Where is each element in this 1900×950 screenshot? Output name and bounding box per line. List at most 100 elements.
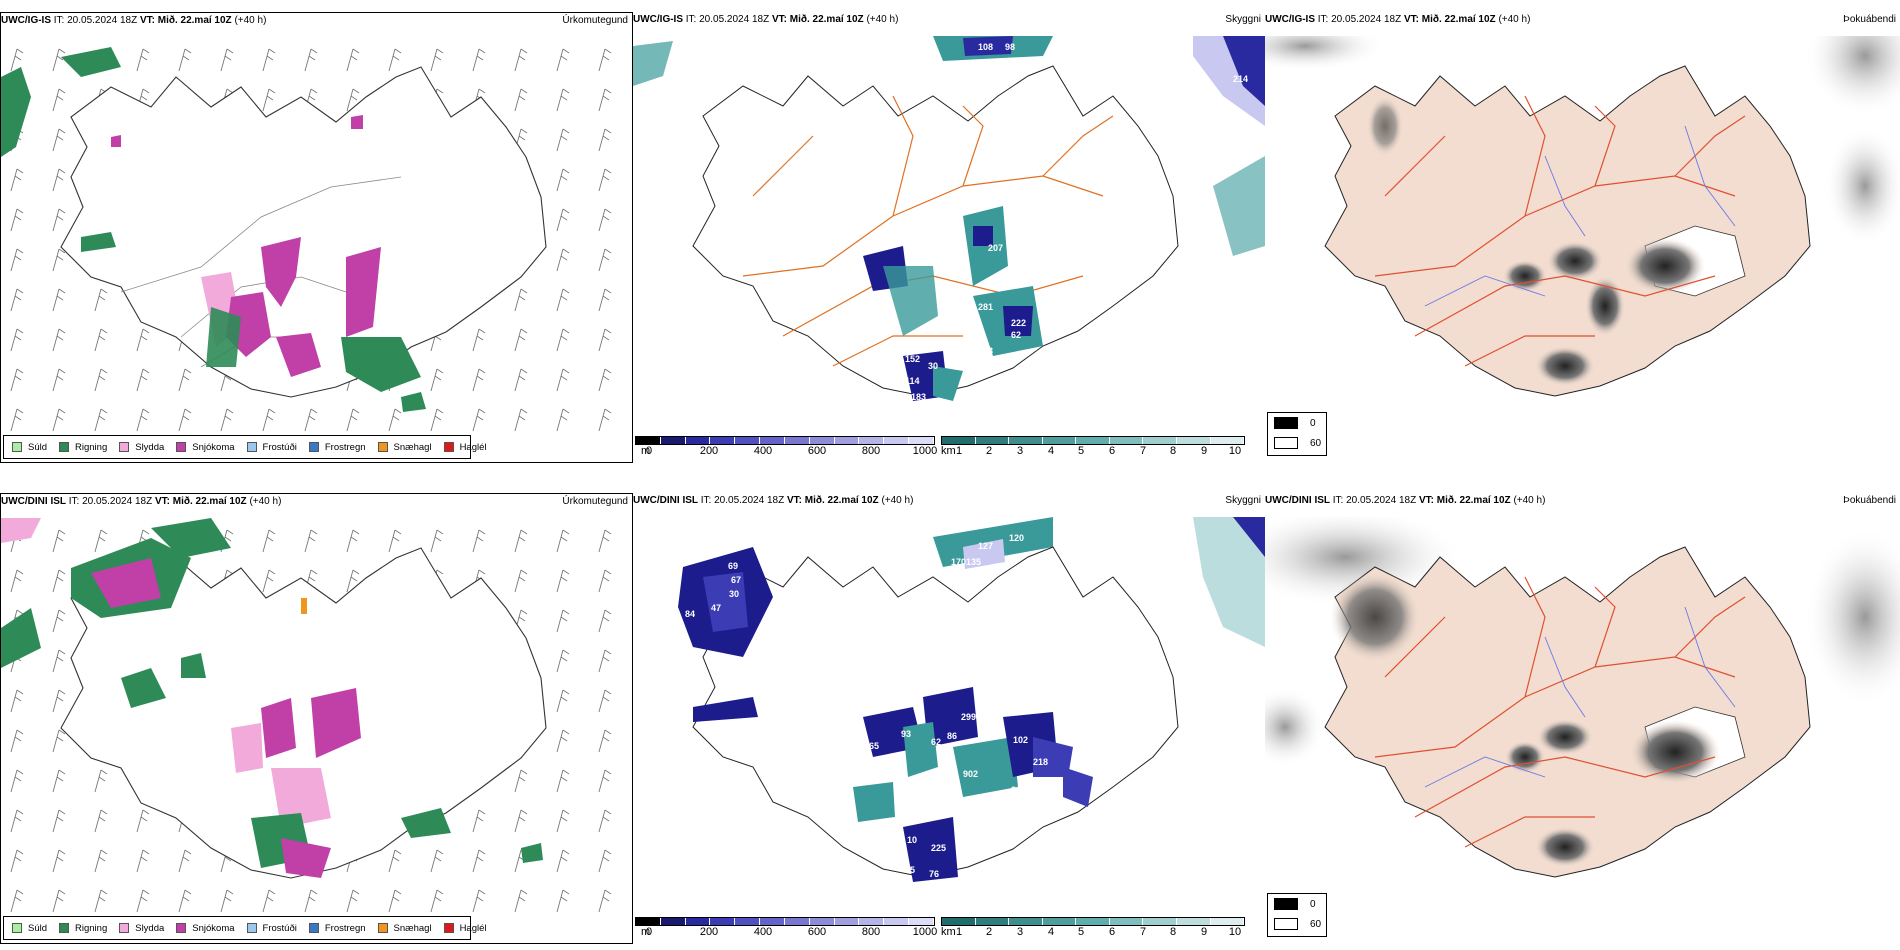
legend-swatch	[59, 923, 70, 933]
ceiling-label: 413	[1011, 250, 1026, 260]
lead-time: (+40 h)	[249, 496, 282, 507]
ceiling-label: 902	[963, 769, 978, 779]
scale-segment	[909, 437, 934, 444]
lead-time: (+40 h)	[881, 495, 914, 506]
fog-swatch	[1274, 437, 1298, 449]
it-label: IT:	[1332, 495, 1344, 506]
vt-label: VT:	[154, 496, 170, 507]
fog-panel-row1: UWC/IG-IS IT: 20.05.2024 18Z VT: Mið. 22…	[1265, 12, 1900, 463]
scale-segment	[859, 437, 885, 444]
legend-swatch	[377, 442, 388, 452]
model-name: UWC/IG-IS	[1, 15, 51, 26]
ceiling-label: 114	[905, 376, 920, 386]
scale-tick: 6	[1108, 926, 1116, 938]
ceiling-label: 30	[729, 589, 739, 599]
scale-unit: m	[641, 445, 651, 457]
legend-item-sudl: Súld	[12, 923, 47, 934]
scale-tick: 600	[807, 926, 827, 938]
scale-segment	[1176, 918, 1211, 925]
panel-header: UWC/IG-IS IT: 20.05.2024 18Z VT: Mið. 22…	[1, 13, 632, 29]
fog-legend-label: 60	[1310, 437, 1322, 449]
scale-segment	[909, 918, 934, 925]
panel-title: Þokuábendi	[1843, 495, 1896, 506]
ceiling-label: 183	[911, 392, 926, 402]
lead-time: (+40 h)	[1513, 495, 1546, 506]
fog-legend-row: 0	[1268, 894, 1326, 914]
scale-segment	[760, 437, 785, 444]
ceiling-label: 120	[1009, 533, 1024, 543]
scale-tick: 200	[699, 445, 719, 457]
fog-legend: 0 60	[1267, 412, 1327, 456]
legend-swatch	[308, 442, 319, 452]
legend-item-frostudi: Frostúði	[246, 441, 297, 453]
fog-map	[1265, 36, 1900, 397]
legend-label: Frostúði	[262, 922, 297, 934]
legend-label: Rigning	[75, 922, 108, 934]
visibility-scale-bar	[941, 917, 1245, 926]
scale-segment	[942, 437, 976, 444]
fog-legend-label: 0	[1310, 417, 1316, 429]
ceiling-label: 47	[711, 603, 721, 613]
vt-label: VT:	[786, 495, 802, 506]
ceiling-scale-ticks: m 0 200 400 600 800 1000	[635, 926, 937, 940]
precip-panel-row1: UWC/IG-IS IT: 20.05.2024 18Z VT: Mið. 22…	[0, 12, 633, 463]
scale-segment	[1076, 918, 1110, 925]
panel-header: UWC/IG-IS IT: 20.05.2024 18Z VT: Mið. 22…	[1265, 12, 1900, 28]
scale-tick: 400	[753, 445, 773, 457]
scale-segment	[809, 437, 835, 444]
legend-label: Frostregn	[324, 441, 366, 453]
scale-segment	[685, 437, 711, 444]
it-value: 20.05.2024 18Z	[699, 14, 770, 25]
legend-item-slydda: Slydda	[119, 923, 164, 934]
ceiling-scale-ticks: m 0 200 400 600 800 1000	[635, 445, 937, 459]
legend-item-sudl: Súld	[12, 442, 47, 453]
scale-tick: 800	[861, 445, 881, 457]
ceiling-scale: m 0 200 400 600 800 1000	[635, 436, 937, 459]
scale-tick: 0	[645, 926, 653, 938]
ceiling-label: 281	[978, 302, 993, 312]
vt-value: Mið. 22.maí 10Z	[1436, 495, 1511, 506]
scale-unit: km	[941, 445, 956, 457]
fog-legend-label: 0	[1310, 898, 1316, 910]
precip-map	[1, 518, 632, 918]
panel-header: UWC/DINI ISL IT: 20.05.2024 18Z VT: Mið.…	[1265, 493, 1900, 509]
scale-tick: 0	[645, 445, 653, 457]
scale-segment	[710, 918, 736, 925]
scale-segment	[1210, 437, 1245, 444]
scale-segment	[975, 437, 1010, 444]
ceiling-label: 62	[1011, 330, 1021, 340]
legend-swatch	[246, 923, 257, 933]
legend-label: Frostúði	[262, 441, 297, 453]
panel-title: Úrkomutegund	[562, 15, 628, 26]
vt-value: Mið. 22.maí 10Z	[804, 495, 879, 506]
fog-legend: 0 60	[1267, 893, 1327, 937]
precip-map	[1, 37, 632, 437]
fog-swatch	[1274, 417, 1298, 429]
panel-title: Þokuábendi	[1843, 14, 1896, 25]
legend-label: Snæhagl	[393, 441, 432, 453]
legend-item-frostregn: Frostregn	[308, 923, 366, 934]
it-value: 20.05.2024 18Z	[714, 495, 785, 506]
scale-segment	[884, 918, 910, 925]
legend-swatch	[12, 442, 22, 452]
ceiling-label: 30	[928, 361, 938, 371]
legend-swatch	[119, 442, 130, 452]
panel-title: Skyggni	[1225, 14, 1261, 25]
ceiling-label: 152	[905, 354, 920, 364]
scale-tick: 10	[1228, 926, 1242, 938]
ceiling-label: 127	[978, 541, 993, 551]
scale-tick: 1	[955, 926, 963, 938]
model-name: UWC/IG-IS	[633, 14, 683, 25]
ceiling-label: 57	[945, 269, 955, 279]
visibility-scale: km 1 2 3 4 5 6 7 8 9 10	[941, 436, 1245, 459]
scale-segment	[760, 918, 785, 925]
panel-header: UWC/DINI ISL IT: 20.05.2024 18Z VT: Mið.…	[1, 494, 632, 510]
legend-swatch	[119, 923, 130, 933]
vt-label: VT:	[771, 14, 787, 25]
ceiling-label: 108	[978, 42, 993, 52]
scale-segment	[942, 918, 976, 925]
scale-tick: 7	[1139, 926, 1147, 938]
lead-time: (+40 h)	[234, 15, 267, 26]
ceiling-label: 76	[929, 869, 939, 879]
it-label: IT:	[53, 15, 65, 26]
